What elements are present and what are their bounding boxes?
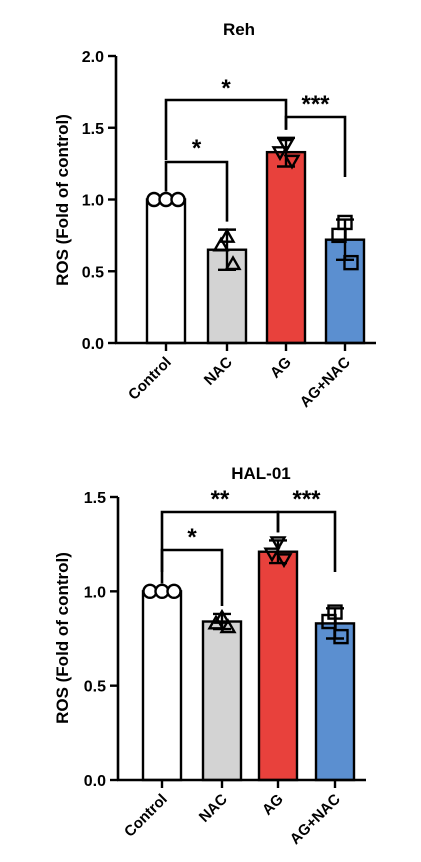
y-tick-label: 0.0 bbox=[84, 773, 106, 790]
x-tick-label: NAC bbox=[201, 354, 236, 389]
data-point bbox=[207, 614, 225, 630]
data-point bbox=[212, 236, 230, 252]
x-tick-label: Control bbox=[125, 354, 175, 404]
significance-label: * bbox=[221, 75, 231, 102]
data-point bbox=[271, 146, 289, 162]
bar-control bbox=[141, 590, 183, 782]
x-tick-label: AG bbox=[259, 791, 287, 819]
y-tick-label: 0.0 bbox=[82, 336, 104, 353]
y-tick-label: 1.5 bbox=[82, 121, 104, 138]
bar-nac bbox=[201, 620, 243, 782]
chart-title: Reh bbox=[223, 20, 255, 39]
y-tick-label: 1.0 bbox=[84, 584, 106, 601]
y-tick-label: 1.0 bbox=[82, 193, 104, 210]
chart-panel-hal01: HAL-01 ROS (Fold of control) 0.0 0.5 1.0 1.… bbox=[53, 464, 366, 848]
y-axis-label: ROS (Fold of control) bbox=[53, 552, 72, 724]
x-tick-label: Control bbox=[121, 791, 171, 841]
data-point bbox=[321, 613, 337, 630]
data-point bbox=[263, 547, 281, 563]
data-point bbox=[213, 608, 231, 624]
significance-label: ** bbox=[211, 486, 230, 513]
data-point bbox=[283, 154, 301, 170]
significance-bracket bbox=[164, 98, 288, 160]
data-point bbox=[170, 191, 186, 208]
significance-label: *** bbox=[301, 91, 330, 118]
significance-bracket bbox=[276, 510, 337, 572]
significance-label: * bbox=[187, 524, 197, 551]
chart-title: HAL-01 bbox=[231, 464, 291, 483]
data-point bbox=[275, 553, 293, 569]
y-tick-label: 0.5 bbox=[82, 264, 104, 281]
y-axis-label: ROS (Fold of control) bbox=[53, 114, 72, 286]
data-point bbox=[331, 227, 347, 244]
data-point bbox=[166, 583, 182, 600]
x-tick-label: AG+NAC bbox=[297, 354, 354, 411]
bar-control bbox=[145, 198, 187, 345]
y-tick-label: 1.5 bbox=[84, 490, 106, 507]
bar-ag bbox=[265, 150, 307, 345]
data-point bbox=[219, 618, 237, 634]
bar-ag-nac bbox=[314, 622, 356, 782]
significance-bracket bbox=[284, 115, 347, 177]
bar-ag bbox=[257, 550, 299, 782]
data-point bbox=[224, 255, 242, 271]
data-point bbox=[269, 536, 287, 552]
significance-bracket bbox=[164, 160, 229, 222]
significance-label: *** bbox=[292, 486, 321, 513]
data-point bbox=[343, 254, 359, 271]
chart-panel-reh: Reh ROS (Fold of control) 0.0 0.5 1.0 1.5 2.… bbox=[53, 20, 376, 411]
x-tick-label: AG+NAC bbox=[287, 791, 344, 848]
x-tick-label: AG bbox=[267, 354, 295, 382]
y-tick-label: 0.5 bbox=[84, 679, 106, 696]
data-point bbox=[218, 227, 236, 243]
x-tick-label: NAC bbox=[196, 791, 231, 826]
data-point bbox=[277, 138, 295, 154]
data-point bbox=[333, 628, 349, 645]
significance-label: * bbox=[192, 135, 202, 162]
y-tick-label: 2.0 bbox=[82, 49, 104, 66]
